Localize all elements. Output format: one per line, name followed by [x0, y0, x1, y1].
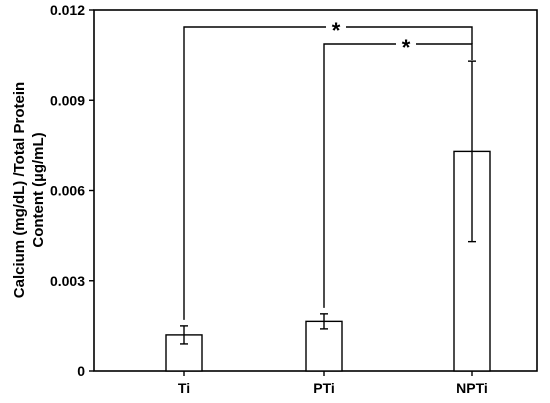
- y-tick-label-2: 0.006: [50, 183, 85, 199]
- x-tick-label-ti: Ti: [178, 380, 190, 396]
- y-tick-label-4: 0.012: [50, 2, 85, 18]
- plot-area: 0 0.003 0.006 0.009 0.012 Ti PTi NPTi * *: [50, 2, 538, 396]
- y-axis-label-line-1: Calcium (mg/dL) /Total Protein: [11, 82, 28, 298]
- significance-star-pti-npti: *: [402, 35, 411, 60]
- significance-bracket-pti-npti: [323, 43, 473, 308]
- x-tick-label-pti: PTi: [313, 380, 335, 396]
- significance-label-bg-0: [326, 19, 346, 35]
- bar-pti: [305, 320, 343, 372]
- y-tick-label-3: 0.009: [50, 92, 85, 108]
- y-tick-label-1: 0.003: [50, 273, 85, 289]
- significance-star-ti-npti: *: [332, 18, 341, 43]
- y-tick-label-0: 0: [77, 363, 85, 379]
- significance-bracket-ti-npti: [183, 26, 473, 320]
- significance-label-bg-1: [396, 36, 416, 52]
- x-tick-label-npti: NPTi: [456, 380, 488, 396]
- y-axis-label-line-2: Content (µg/mL): [30, 132, 47, 247]
